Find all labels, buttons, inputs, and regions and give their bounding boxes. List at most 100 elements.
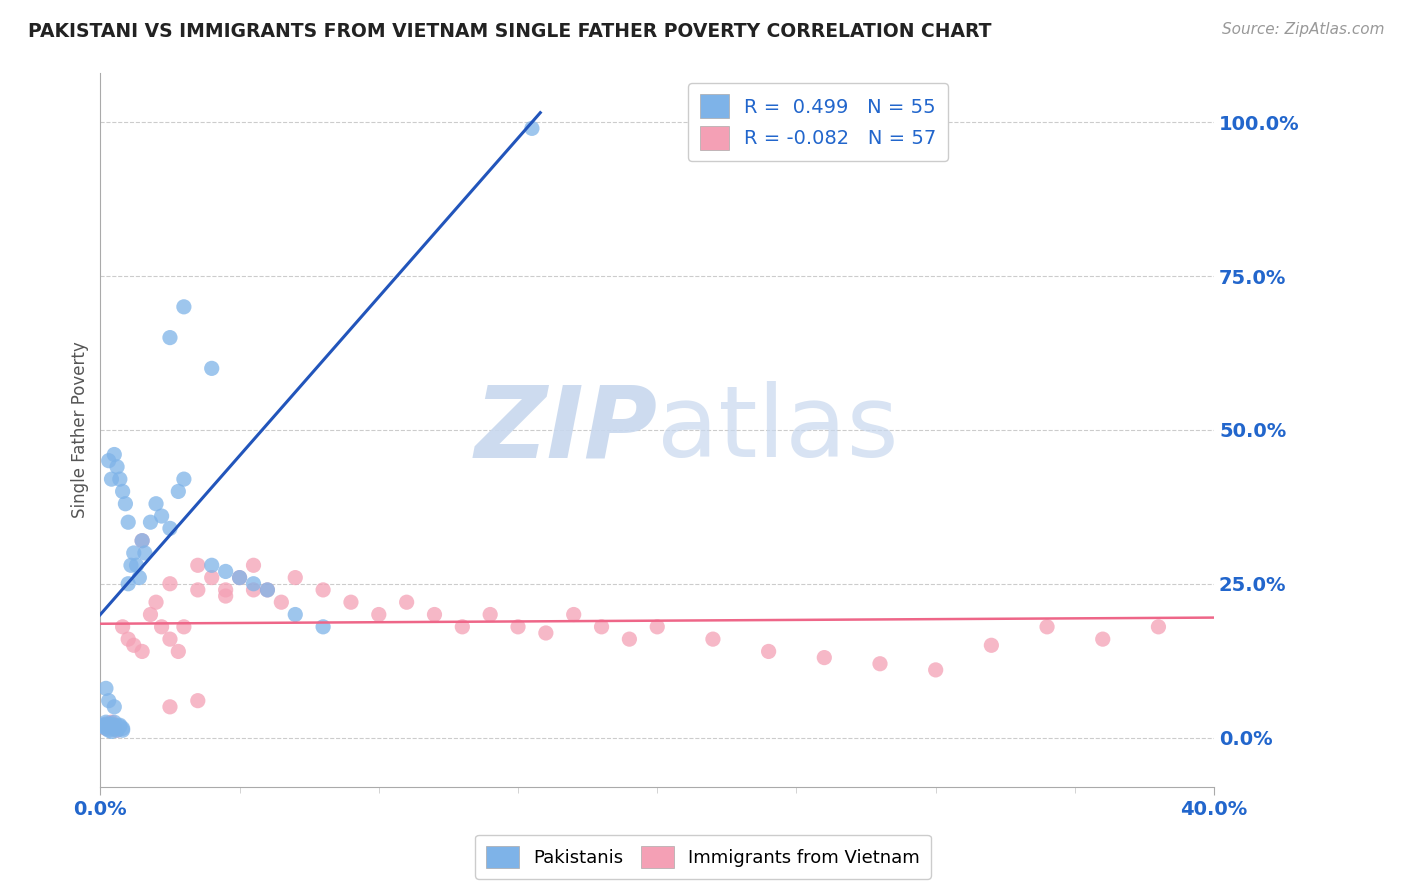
Point xyxy=(214,582,236,597)
Point xyxy=(94,722,117,736)
Point xyxy=(173,300,195,314)
Point xyxy=(103,715,125,730)
Point xyxy=(103,722,125,736)
Point xyxy=(134,546,156,560)
Point xyxy=(139,515,162,529)
Point xyxy=(131,533,153,548)
Point xyxy=(451,620,474,634)
Point xyxy=(117,576,139,591)
Point xyxy=(94,722,117,736)
Point xyxy=(108,718,131,732)
Point xyxy=(242,582,264,597)
Point xyxy=(980,638,1002,652)
Point xyxy=(97,694,120,708)
Point xyxy=(94,719,117,733)
Point xyxy=(312,620,335,634)
Point xyxy=(256,582,278,597)
Point xyxy=(201,361,224,376)
Point xyxy=(201,571,224,585)
Point xyxy=(111,484,134,499)
Point xyxy=(520,121,543,136)
Point xyxy=(91,719,114,733)
Point xyxy=(103,448,125,462)
Point xyxy=(270,595,292,609)
Point xyxy=(150,620,173,634)
Point xyxy=(108,719,131,733)
Point xyxy=(506,620,529,634)
Point xyxy=(97,717,120,731)
Point xyxy=(256,582,278,597)
Point xyxy=(105,459,128,474)
Text: PAKISTANI VS IMMIGRANTS FROM VIETNAM SINGLE FATHER POVERTY CORRELATION CHART: PAKISTANI VS IMMIGRANTS FROM VIETNAM SIN… xyxy=(28,22,991,41)
Point xyxy=(105,723,128,738)
Point xyxy=(94,715,117,730)
Point xyxy=(105,722,128,736)
Point xyxy=(813,650,835,665)
Point xyxy=(479,607,502,622)
Point xyxy=(159,699,181,714)
Point xyxy=(242,558,264,573)
Point xyxy=(242,576,264,591)
Point xyxy=(159,632,181,647)
Point xyxy=(103,719,125,733)
Point xyxy=(312,582,335,597)
Point xyxy=(91,718,114,732)
Text: ZIP: ZIP xyxy=(474,382,657,478)
Point xyxy=(91,718,114,732)
Point xyxy=(103,718,125,732)
Legend: Pakistanis, Immigrants from Vietnam: Pakistanis, Immigrants from Vietnam xyxy=(475,835,931,879)
Point xyxy=(97,719,120,733)
Point xyxy=(131,533,153,548)
Point xyxy=(214,565,236,579)
Legend: R =  0.499   N = 55, R = -0.082   N = 57: R = 0.499 N = 55, R = -0.082 N = 57 xyxy=(688,83,948,161)
Point xyxy=(100,472,122,486)
Point xyxy=(228,571,250,585)
Point xyxy=(187,694,209,708)
Point xyxy=(145,595,167,609)
Point xyxy=(100,718,122,732)
Point xyxy=(105,723,128,738)
Point xyxy=(284,607,307,622)
Point xyxy=(111,723,134,738)
Point xyxy=(97,453,120,467)
Point xyxy=(117,515,139,529)
Point xyxy=(159,576,181,591)
Point xyxy=(100,722,122,736)
Point xyxy=(111,722,134,736)
Point xyxy=(100,717,122,731)
Point xyxy=(167,644,190,658)
Point xyxy=(159,330,181,344)
Point xyxy=(228,571,250,585)
Point xyxy=(173,472,195,486)
Point xyxy=(103,719,125,733)
Point xyxy=(97,723,120,738)
Point xyxy=(619,632,641,647)
Point xyxy=(103,699,125,714)
Point xyxy=(702,632,724,647)
Point xyxy=(114,497,136,511)
Point xyxy=(131,644,153,658)
Point xyxy=(645,620,668,634)
Point xyxy=(187,582,209,597)
Point xyxy=(284,571,307,585)
Point xyxy=(214,589,236,603)
Point xyxy=(122,638,145,652)
Y-axis label: Single Father Poverty: Single Father Poverty xyxy=(72,342,89,518)
Point xyxy=(1091,632,1114,647)
Point xyxy=(117,632,139,647)
Point xyxy=(367,607,389,622)
Point xyxy=(758,644,780,658)
Point xyxy=(340,595,363,609)
Point xyxy=(94,717,117,731)
Point xyxy=(869,657,891,671)
Text: atlas: atlas xyxy=(657,382,898,478)
Point xyxy=(128,571,150,585)
Point xyxy=(108,472,131,486)
Point xyxy=(423,607,446,622)
Point xyxy=(395,595,418,609)
Point xyxy=(145,497,167,511)
Point xyxy=(167,484,190,499)
Point xyxy=(173,620,195,634)
Point xyxy=(1036,620,1059,634)
Point xyxy=(159,521,181,535)
